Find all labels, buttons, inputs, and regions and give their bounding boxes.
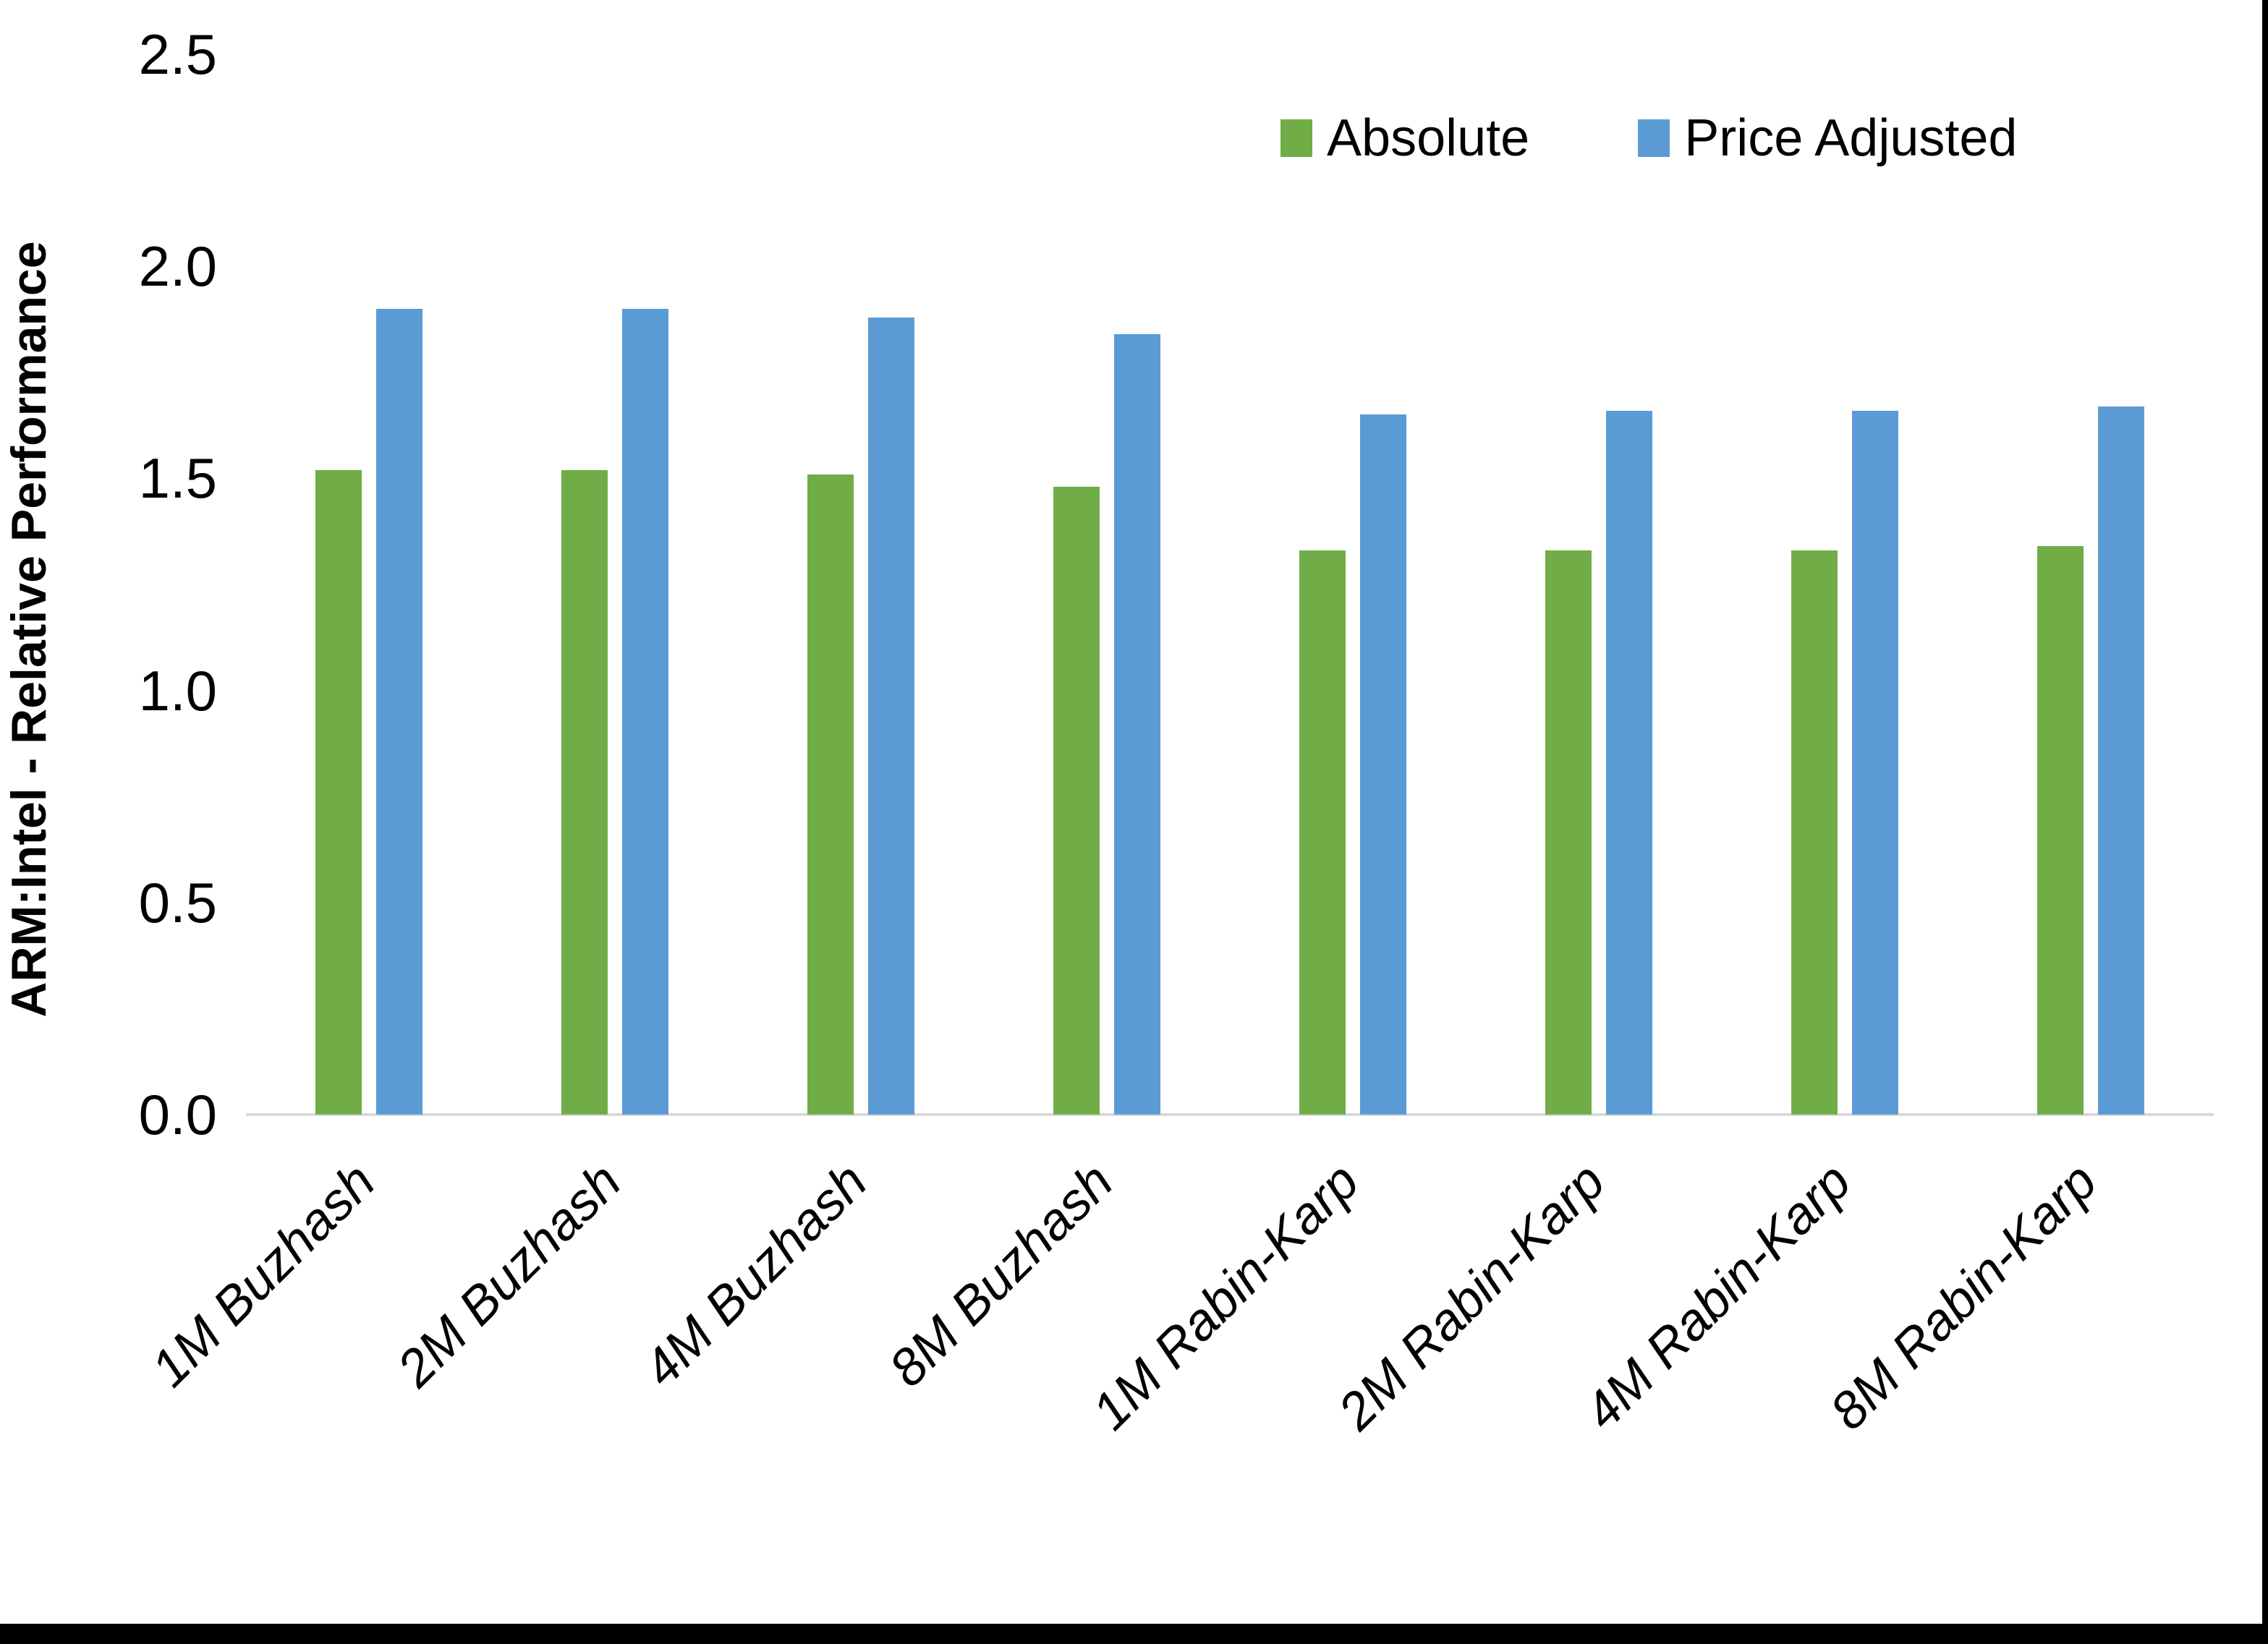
legend-swatch-price-adjusted [1638, 119, 1670, 157]
bar-absolute-4m-buzhash [807, 474, 854, 1115]
bar-price-adjusted-1m-rabin-karp [1360, 414, 1406, 1115]
bar-absolute-2m-rabin-karp [1545, 550, 1592, 1115]
y-tick-label: 0.5 [138, 870, 217, 934]
x-category-label: 1M Buzhash [140, 1152, 386, 1398]
y-tick-label: 2.0 [138, 234, 217, 299]
y-tick-label: 1.5 [138, 446, 217, 511]
x-category-label: 2M Buzhash [386, 1152, 632, 1398]
legend-label-absolute: Absolute [1327, 109, 1530, 167]
x-category-label: 2M Rabin-Karp [1327, 1152, 1616, 1441]
x-category-label: 8M Rabin-Karp [1819, 1152, 2108, 1441]
x-category-label: 4M Buzhash [632, 1152, 878, 1398]
legend-label-price-adjusted: Price Adjusted [1684, 109, 2018, 167]
x-category-label: 8M Buzhash [878, 1152, 1124, 1398]
legend-item-price-adjusted: Price Adjusted [1638, 108, 2017, 168]
bar-price-adjusted-4m-rabin-karp [1852, 410, 1898, 1115]
bar-price-adjusted-1m-buzhash [376, 308, 422, 1115]
y-tick-label: 2.5 [138, 22, 217, 86]
bar-price-adjusted-2m-buzhash [622, 308, 668, 1115]
bar-absolute-8m-rabin-karp [2037, 546, 2084, 1115]
figure-border-right [2262, 0, 2268, 1644]
bar-absolute-1m-rabin-karp [1299, 550, 1346, 1115]
bar-absolute-1m-buzhash [315, 469, 362, 1115]
bar-absolute-8m-buzhash [1053, 487, 1100, 1115]
plot-area [246, 54, 2214, 1116]
bar-price-adjusted-8m-buzhash [1114, 334, 1160, 1115]
bar-price-adjusted-4m-buzhash [868, 317, 914, 1115]
bar-price-adjusted-8m-rabin-karp [2098, 406, 2144, 1115]
figure-border-bottom [0, 1624, 2268, 1644]
bar-price-adjusted-2m-rabin-karp [1606, 410, 1652, 1115]
legend-item-absolute: Absolute [1280, 108, 1529, 168]
legend: Absolute Price Adjusted [1280, 108, 2017, 168]
y-axis-title: ARM:Intel - Relative Performance [1, 241, 56, 1018]
bar-absolute-4m-rabin-karp [1791, 550, 1838, 1115]
y-tick-label: 1.0 [138, 658, 217, 723]
y-tick-label: 0.0 [138, 1083, 217, 1146]
x-axis-line [246, 1113, 2214, 1116]
bar-absolute-2m-buzhash [561, 469, 608, 1115]
legend-swatch-absolute [1280, 119, 1312, 157]
x-category-label: 1M Rabin-Karp [1081, 1152, 1370, 1441]
x-category-label: 4M Rabin-Karp [1573, 1152, 1862, 1441]
